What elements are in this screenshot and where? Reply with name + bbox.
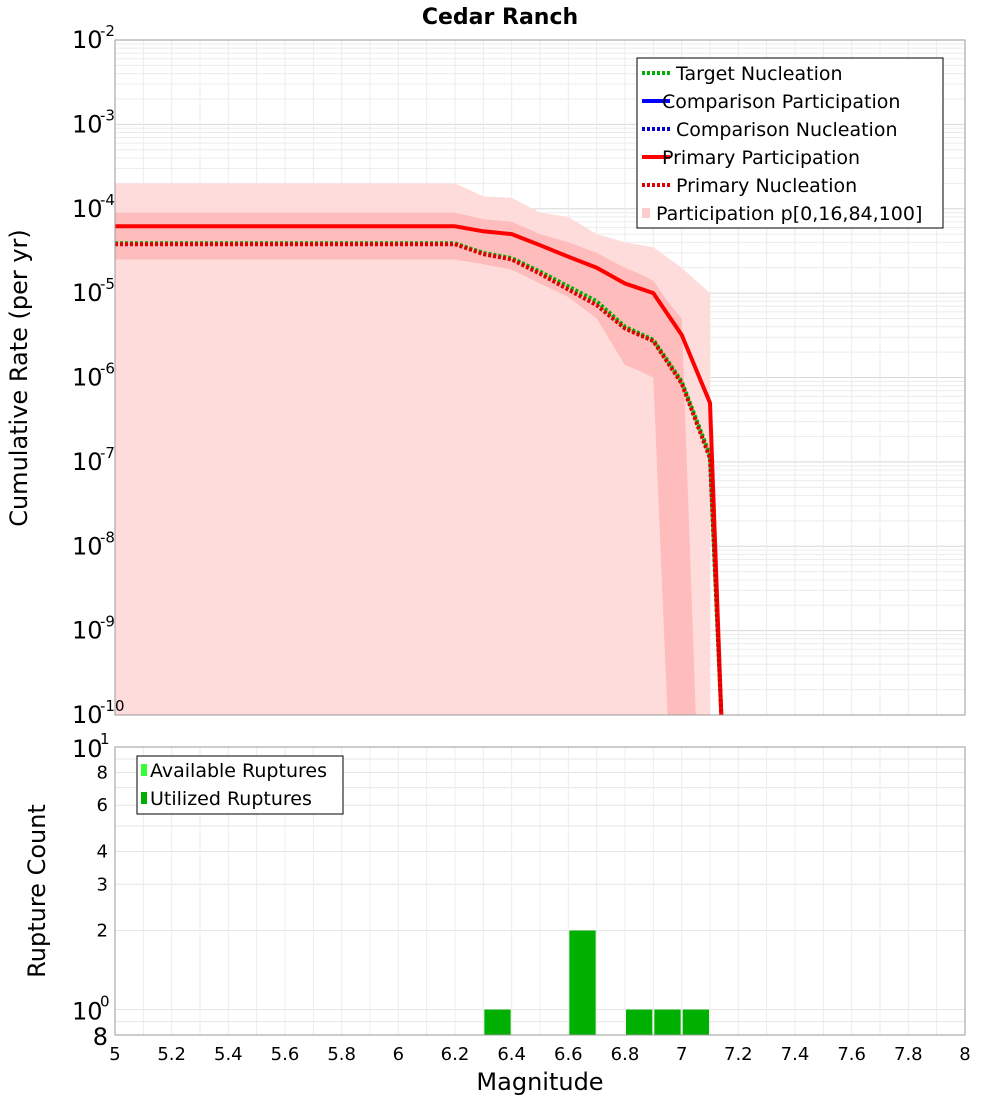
x-tick-label: 6.4 xyxy=(497,1044,526,1065)
y-tick-label: 10 xyxy=(72,364,103,392)
y-tick-label: 6 xyxy=(97,795,108,816)
rate-chart: Cedar Ranch 10-1010-910-810-710-610-510-… xyxy=(5,5,966,729)
legend-label: Available Ruptures xyxy=(150,760,327,782)
bar xyxy=(484,1009,511,1035)
rate-y-axis-label: Cumulative Rate (per yr) xyxy=(5,229,33,527)
y-tick-label: 10 xyxy=(72,195,103,223)
x-tick-label: 7.8 xyxy=(894,1044,923,1065)
x-tick-label: 7 xyxy=(676,1044,687,1065)
bar xyxy=(626,1009,653,1035)
participation-bands xyxy=(115,183,710,715)
y-tick-label: 2 xyxy=(97,921,108,942)
x-tick-label: 6.2 xyxy=(441,1044,470,1065)
x-tick-label: 6 xyxy=(393,1044,404,1065)
legend-swatch xyxy=(141,792,147,804)
legend-label: Utilized Ruptures xyxy=(150,788,312,810)
y-tick-label: 10 xyxy=(72,998,103,1026)
legend-swatch xyxy=(642,208,650,218)
x-tick-label: 5.6 xyxy=(271,1044,300,1065)
y-tick-label: 10 xyxy=(72,532,103,560)
y-tick-exponent: -7 xyxy=(100,444,115,462)
x-tick-label: 5.4 xyxy=(214,1044,243,1065)
series-line-primary-nucleation xyxy=(115,242,724,716)
series-line-primary-participation xyxy=(115,224,724,716)
y-tick-label: 10 xyxy=(72,279,103,307)
y-tick-exponent: -4 xyxy=(100,191,115,209)
bar xyxy=(654,1009,681,1035)
count-x-ticks: 5 5.2 5.4 5.6 5.8 6 6.2 6.4 6.6 6.8 7 7.2 7.4 7.6 7.8 8 xyxy=(109,1044,970,1065)
y-tick-exponent: -5 xyxy=(100,275,115,293)
x-tick-label: 5 xyxy=(109,1044,120,1065)
y-tick-exponent: -6 xyxy=(100,360,115,378)
x-tick-label: 7.4 xyxy=(781,1044,810,1065)
y-tick-label: 3 xyxy=(97,874,108,895)
count-y-axis-label: Rupture Count xyxy=(23,804,51,978)
bar xyxy=(682,1009,709,1035)
y-tick-exponent: 0 xyxy=(100,993,110,1011)
y-tick-label: 10 xyxy=(72,448,103,476)
legend-label: Primary Nucleation xyxy=(676,175,857,197)
legend-label: Comparison Participation xyxy=(662,91,900,113)
x-tick-label: 6.8 xyxy=(611,1044,640,1065)
y-tick-label: 10 xyxy=(72,26,103,54)
y-tick-label: 4 xyxy=(97,841,108,862)
legend-label: Comparison Nucleation xyxy=(676,119,898,141)
bar xyxy=(569,930,596,1035)
y-tick-label: 10 xyxy=(72,617,103,645)
x-axis-label: Magnitude xyxy=(476,1068,603,1096)
x-tick-label: 7.6 xyxy=(837,1044,866,1065)
x-tick-label: 6.6 xyxy=(554,1044,583,1065)
y-tick-exponent: -10 xyxy=(100,697,125,715)
count-bars xyxy=(484,930,709,1035)
y-tick-label: 10 xyxy=(72,735,103,763)
participation-band xyxy=(115,183,710,715)
legend-box xyxy=(636,57,944,229)
legend-label: Participation p[0,16,84,100] xyxy=(656,203,922,225)
rate-plot-frame xyxy=(114,39,966,716)
count-legend: Available Ruptures Utilized Ruptures xyxy=(136,755,344,815)
legend-box xyxy=(136,755,344,815)
legend-swatch xyxy=(141,764,147,776)
count-plot-frame xyxy=(114,746,966,1036)
x-tick-label: 5.8 xyxy=(327,1044,356,1065)
y-tick-label: 8 xyxy=(97,762,108,783)
chart-title: Cedar Ranch xyxy=(422,5,578,30)
x-tick-label: 7.2 xyxy=(724,1044,753,1065)
y-tick-exponent: 1 xyxy=(100,730,110,748)
y-tick-exponent: -3 xyxy=(100,106,115,124)
x-tick-label: 5.2 xyxy=(157,1044,186,1065)
legend-label: Target Nucleation xyxy=(675,63,843,85)
rate-series xyxy=(115,224,724,716)
legend-label: Primary Participation xyxy=(662,147,860,169)
x-tick-label: 8 xyxy=(959,1044,970,1065)
y-tick-exponent: -8 xyxy=(100,528,115,546)
y-tick-exponent: -9 xyxy=(100,613,115,631)
rate-legend: Target Nucleation Comparison Participatio… xyxy=(636,57,944,229)
y-tick-label: 10 xyxy=(72,701,103,729)
y-tick-exponent: -2 xyxy=(100,22,115,40)
y-tick-label: 10 xyxy=(72,110,103,138)
y-tick-label: 8 xyxy=(93,1023,108,1051)
